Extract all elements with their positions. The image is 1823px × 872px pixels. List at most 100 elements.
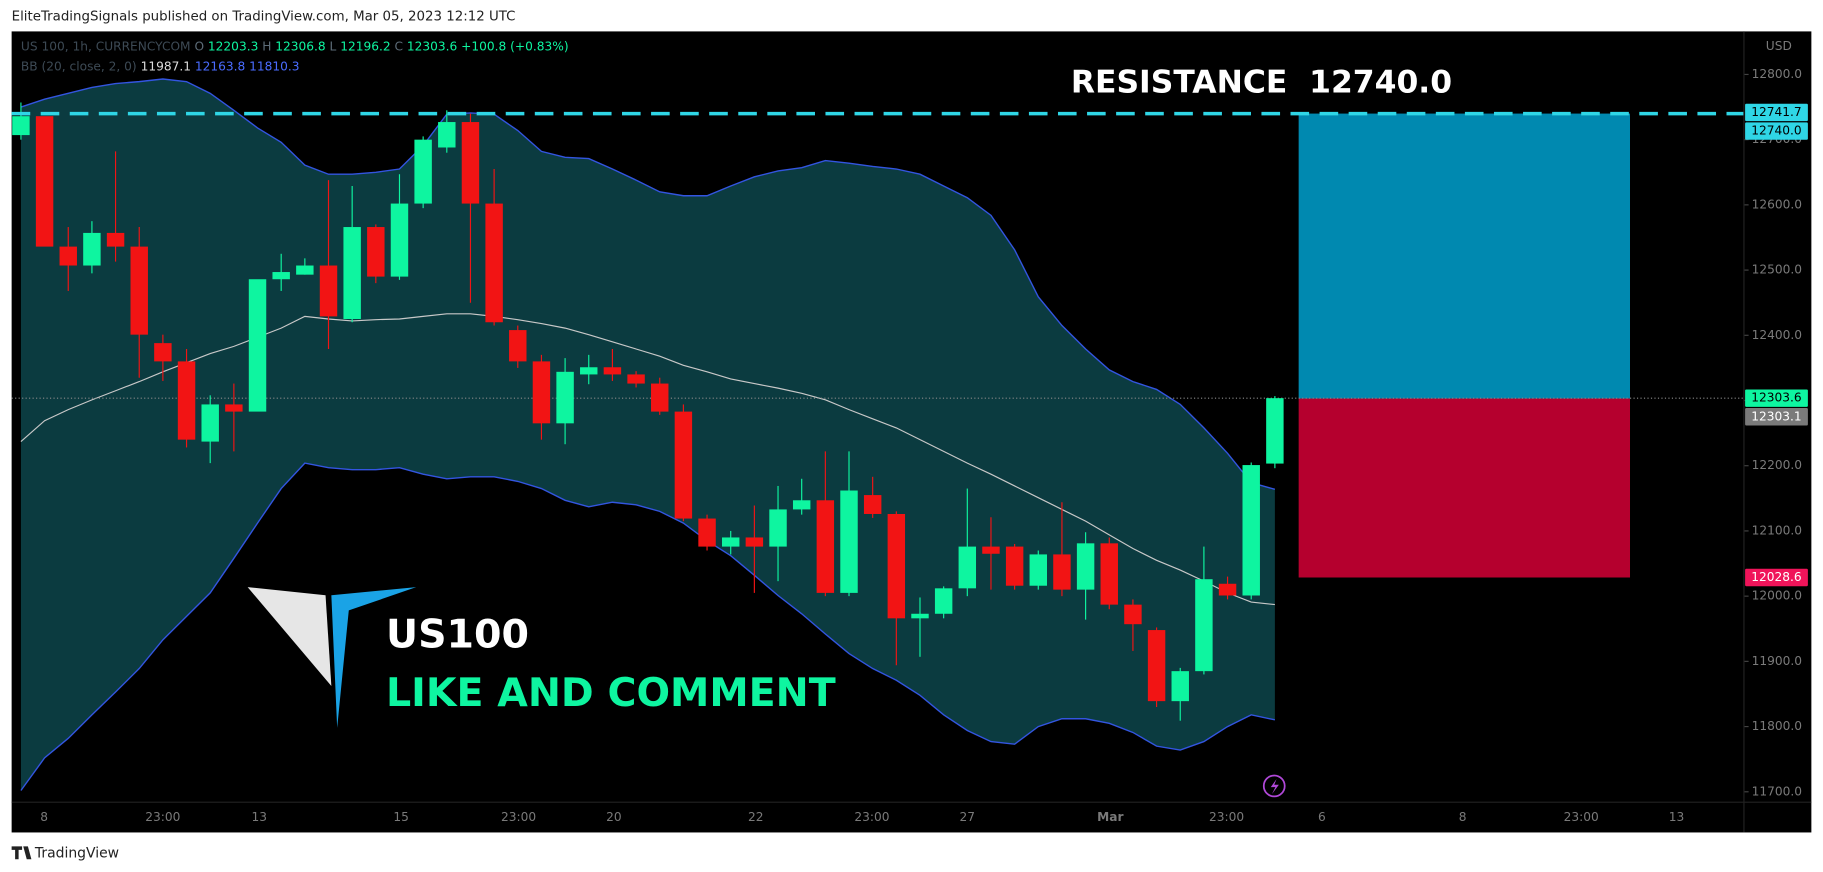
footer: TradingView [34, 845, 119, 861]
candle-body [106, 232, 125, 247]
candle-body [769, 509, 787, 547]
candle-body [863, 495, 882, 514]
y-tick-label: 11800.0 [1752, 719, 1802, 733]
x-tick-label: 27 [960, 810, 976, 824]
candle-body [1218, 583, 1237, 596]
candle-body [35, 116, 54, 247]
candle-body [792, 500, 811, 510]
candle-body [1242, 465, 1260, 596]
x-tick-label: 8 [1459, 810, 1467, 824]
indicator-name: BB (20, close, 2, 0) [21, 59, 141, 73]
candle-body [248, 279, 267, 412]
candle-body [721, 537, 740, 547]
currency: USD [1766, 39, 1792, 53]
candle-body [603, 367, 622, 375]
x-tick-label: 23:00 [1564, 810, 1599, 824]
candle-body [59, 246, 77, 266]
band-line [20, 462, 1276, 791]
candle-body [83, 232, 101, 266]
candle-body [1005, 546, 1024, 586]
candle-body [509, 330, 527, 362]
legend-field: L [330, 39, 341, 53]
y-tick-label: 12200.0 [1752, 458, 1802, 472]
y-tick-label: 12600.0 [1752, 197, 1802, 211]
candle-body [461, 122, 480, 204]
price-tag-label: 12740.0 [1751, 124, 1801, 138]
x-tick-label: Mar [1097, 810, 1123, 824]
indicator-value: 12163.8 [195, 59, 249, 73]
x-tick-label: 23:00 [501, 810, 536, 824]
candle-body [1124, 604, 1142, 625]
legend-symbol: US 100, 1h, CURRENCYCOM [21, 39, 195, 53]
legend-value: 12203.3 [208, 39, 262, 53]
band-fill [20, 79, 1275, 791]
candle-body [887, 513, 906, 619]
candle-body [1266, 398, 1284, 464]
candle-body [1147, 630, 1166, 702]
x-tick-label: 23:00 [1209, 810, 1244, 824]
candle-body [1171, 671, 1189, 702]
candle-body [580, 367, 598, 375]
indicator-value: 11987.1 [141, 59, 195, 73]
x-tick-label: 23:00 [854, 810, 889, 824]
candle-body [319, 265, 338, 317]
candle-body [12, 116, 30, 136]
y-tick-label: 12100.0 [1752, 523, 1802, 537]
indicator-value: 11810.3 [249, 59, 299, 73]
candle-body [225, 404, 243, 412]
x-tick-label: 22 [748, 810, 764, 824]
candle-body [556, 371, 574, 424]
y-tick-label: 12000.0 [1752, 589, 1802, 603]
logo-left [247, 587, 332, 686]
legend-value: 12303.6 [407, 39, 461, 53]
y-tick-label: 12800.0 [1752, 67, 1802, 81]
x-tick-label: 23:00 [145, 810, 180, 824]
candle-body [367, 227, 385, 277]
candle-body [958, 546, 977, 589]
price-tag [1745, 568, 1808, 587]
candle-body [674, 411, 693, 519]
candle-body [911, 613, 929, 619]
y-tick-label: 11900.0 [1752, 654, 1802, 668]
candle-body [414, 139, 432, 204]
candle-body [296, 265, 314, 275]
price-tag [1745, 389, 1808, 407]
candle-body [177, 361, 196, 440]
x-tick-label: 20 [606, 810, 622, 824]
x-tick-label: 13 [1669, 810, 1685, 824]
candle-body [201, 404, 219, 442]
loss-zone [1298, 398, 1631, 578]
candle-body [627, 374, 645, 384]
candle-body [840, 490, 858, 593]
candle-body [1195, 579, 1213, 672]
candle-body [272, 272, 290, 280]
overlay-call: LIKE AND COMMENT [386, 670, 836, 716]
legend-indicator: BB (20, close, 2, 0) 11987.1 12163.8 118… [21, 59, 300, 73]
x-tick-label: 6 [1318, 810, 1326, 824]
footer-logo [11, 846, 32, 860]
candle-body [982, 546, 1000, 554]
chart: 11700.0 11800.0 11900.0 12000.0 12100.0 12200… [11, 31, 1812, 833]
candle-body [485, 203, 503, 323]
price-tag [1745, 103, 1808, 122]
y-tick-label: 12500.0 [1752, 263, 1802, 277]
candle-body [934, 588, 953, 614]
candle-body [343, 227, 361, 319]
candle-body [130, 246, 148, 335]
candle-body [651, 383, 669, 412]
legend-value: 12306.8 [275, 39, 329, 53]
price-tag-label: 12028.6 [1751, 570, 1801, 584]
x-tick-label: 13 [252, 810, 268, 824]
alert-icon[interactable] [1262, 774, 1286, 798]
candle-body [154, 343, 172, 362]
candle-body [1029, 554, 1048, 586]
price-tag-label: 12303.1 [1751, 409, 1801, 423]
price-tag-label: 12303.6 [1751, 391, 1801, 405]
candle-body [745, 537, 764, 547]
logo-right [331, 587, 417, 728]
overlay-name: US100 [386, 612, 529, 658]
candle-body [698, 518, 716, 547]
legend-change: +100.8 (+0.83%) [461, 39, 568, 53]
y-tick-label: 11700.0 [1752, 784, 1802, 798]
